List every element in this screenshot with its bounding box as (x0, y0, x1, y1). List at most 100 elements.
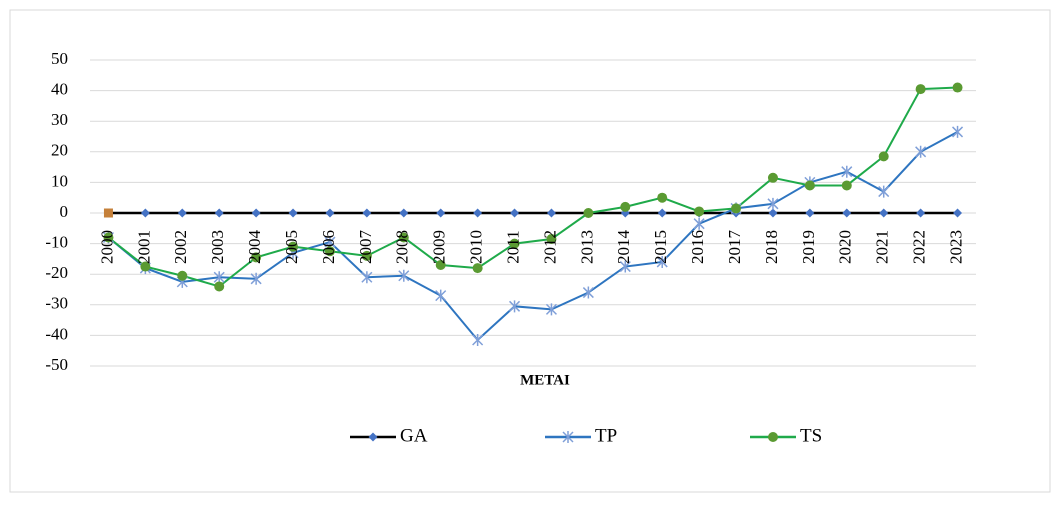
point-marker (361, 271, 373, 284)
point-marker (915, 145, 927, 158)
point-marker (842, 208, 852, 218)
point-marker (324, 246, 335, 257)
x-tick-label: 2019 (799, 230, 818, 264)
point-marker (879, 208, 889, 218)
x-tick-label: 2008 (393, 230, 412, 264)
x-tick-label: 2014 (614, 230, 633, 265)
point-marker (657, 192, 668, 203)
legend-marker (562, 431, 574, 443)
point-marker (915, 84, 926, 95)
x-tick-label: 2000 (97, 230, 116, 264)
point-marker (841, 165, 853, 178)
point-marker (472, 263, 483, 274)
x-tick-label: 2007 (356, 230, 375, 265)
x-tick-label: 2017 (725, 230, 744, 265)
y-tick-label: -20 (45, 263, 68, 282)
point-marker (952, 125, 964, 138)
point-marker (251, 208, 261, 218)
point-marker (841, 180, 852, 191)
point-marker (731, 203, 742, 214)
point-marker (288, 208, 298, 218)
point-marker (694, 206, 705, 217)
y-tick-label: 50 (51, 49, 68, 68)
point-marker (546, 234, 557, 245)
x-tick-label: 2020 (836, 230, 855, 264)
point-marker (214, 281, 225, 292)
point-marker (656, 255, 668, 268)
y-tick-label: -30 (45, 294, 68, 313)
legend-marker (368, 432, 378, 442)
x-tick-label: 2005 (282, 230, 301, 264)
legend-item: GA (350, 425, 428, 446)
point-marker (288, 241, 299, 252)
x-tick-label: 2016 (688, 230, 707, 264)
point-marker (509, 238, 520, 249)
point-marker (657, 208, 667, 218)
point-marker (361, 250, 372, 261)
x-tick-label: 2013 (577, 230, 596, 264)
point-marker (509, 300, 521, 313)
point-marker (398, 232, 409, 243)
point-marker (177, 208, 187, 218)
point-marker (213, 271, 225, 284)
point-marker (546, 208, 556, 218)
point-marker (436, 208, 446, 218)
x-tick-label: 2002 (171, 230, 190, 264)
series-line (107, 131, 959, 342)
x-tick-label: 2011 (503, 230, 522, 263)
x-axis-label: METAI (520, 372, 570, 388)
point-marker (805, 208, 815, 218)
legend-item: TP (545, 425, 617, 446)
legend-marker (768, 432, 778, 442)
y-tick-label: -10 (45, 233, 68, 252)
x-tick-label: 2003 (208, 230, 227, 264)
point-marker (435, 289, 447, 302)
x-tick-label: 2015 (651, 230, 670, 264)
point-marker (103, 232, 114, 243)
y-tick-label: -40 (45, 324, 68, 343)
point-marker (250, 272, 262, 285)
point-marker (473, 208, 483, 218)
point-marker (325, 208, 335, 218)
series-line (107, 86, 958, 288)
point-marker (140, 261, 151, 272)
point-marker (768, 208, 778, 218)
y-tick-label: -50 (45, 355, 68, 374)
point-marker (916, 208, 926, 218)
x-tick-label: 2018 (762, 230, 781, 264)
x-tick-label: 2021 (873, 230, 892, 264)
point-marker (582, 286, 594, 299)
point-marker (953, 208, 963, 218)
legend-label: GA (400, 425, 428, 446)
point-marker (545, 303, 557, 316)
y-tick-label: 0 (60, 202, 69, 221)
x-tick-label: 2006 (319, 230, 338, 264)
y-tick-label: 30 (51, 110, 68, 129)
point-marker (952, 82, 963, 93)
x-tick-label: 2004 (245, 230, 264, 265)
y-tick-label: 20 (51, 141, 68, 160)
point-marker (878, 185, 890, 198)
legend-label: TP (595, 425, 617, 446)
x-tick-label: 2012 (540, 230, 559, 264)
point-marker (693, 217, 705, 230)
x-tick-label: 2022 (910, 230, 929, 264)
point-marker (251, 252, 262, 263)
legend-item: TS (750, 425, 822, 446)
point-marker (398, 269, 410, 282)
x-tick-label: 2023 (946, 230, 965, 264)
point-marker (177, 270, 188, 281)
point-marker (767, 197, 779, 210)
point-marker (435, 260, 446, 271)
y-tick-label: 10 (51, 171, 68, 190)
point-marker (399, 208, 409, 218)
point-marker (510, 208, 520, 218)
point-marker (620, 201, 631, 212)
point-marker (767, 172, 778, 183)
legend-label: TS (800, 425, 822, 446)
point-marker (324, 236, 336, 249)
point-marker (362, 208, 372, 218)
point-marker (619, 260, 631, 273)
y-tick-label: 40 (51, 80, 68, 99)
